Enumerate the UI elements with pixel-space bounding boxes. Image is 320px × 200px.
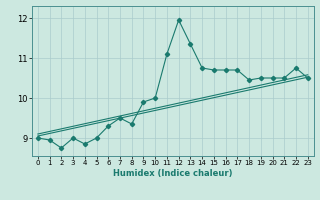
X-axis label: Humidex (Indice chaleur): Humidex (Indice chaleur): [113, 169, 233, 178]
